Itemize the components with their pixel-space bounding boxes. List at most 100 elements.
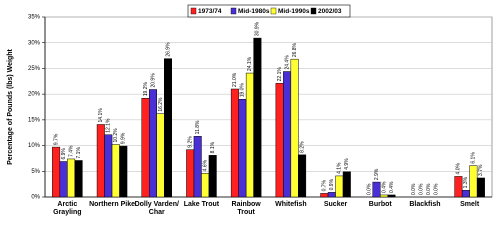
value-label: 4.0%	[456, 162, 462, 174]
bar	[111, 144, 120, 198]
legend-label: Mid-1980s	[238, 8, 270, 15]
legend-swatch	[190, 7, 197, 15]
value-label: 1.3%	[463, 176, 469, 188]
y-axis-label: Percentage of Pounds (lbs) Weight	[7, 48, 14, 164]
value-label: 19.2%	[143, 82, 149, 97]
value-label: 0.0%	[434, 183, 440, 195]
value-label: 8.1%	[210, 141, 216, 153]
bar	[290, 58, 299, 198]
bar	[238, 99, 247, 198]
y-tick-label: 30%	[28, 40, 41, 46]
value-label: 22.1%	[277, 67, 283, 82]
bar	[476, 177, 485, 198]
bar	[74, 160, 83, 198]
value-label: 6.9%	[61, 148, 67, 160]
y-tick-label: 0%	[31, 195, 40, 201]
bar	[156, 113, 165, 198]
value-label: 26.8%	[292, 42, 298, 57]
bar	[283, 71, 292, 198]
bar	[461, 190, 470, 198]
bar	[208, 155, 217, 198]
legend-box	[187, 4, 351, 18]
bar	[201, 173, 210, 198]
bar	[96, 124, 105, 198]
value-label: 4.9%	[344, 158, 350, 170]
legend-label: Mid-1990s	[278, 8, 310, 15]
bar	[253, 37, 262, 198]
value-label: 9.7%	[53, 133, 59, 145]
value-label: 2.9%	[374, 168, 380, 180]
x-tick-label: Sucker	[323, 201, 348, 208]
y-tick-label: 35%	[28, 15, 41, 21]
legend-label: 2002/03	[318, 8, 342, 15]
bar	[52, 146, 61, 198]
legend-swatch	[310, 7, 317, 15]
bar	[372, 181, 381, 198]
x-tick-label: Smelt	[460, 201, 480, 208]
value-label: 0.0%	[426, 183, 432, 195]
value-label: 0.0%	[419, 183, 425, 195]
y-tick-label: 15%	[28, 117, 41, 123]
value-label: 26.9%	[165, 42, 171, 57]
bar	[380, 194, 388, 198]
value-label: 10.2%	[113, 128, 119, 143]
x-tick-label: Lake Trout	[183, 201, 220, 208]
x-tick-label: Burbot	[368, 201, 392, 208]
bar	[275, 83, 284, 198]
value-label: 0.0%	[411, 183, 417, 195]
value-label: 24.4%	[284, 55, 290, 70]
value-label: 0.9%	[329, 178, 335, 190]
bar	[149, 89, 157, 198]
x-tick-label: Northern Pike	[89, 201, 135, 208]
bar	[298, 154, 307, 198]
value-label: 0.4%	[389, 181, 395, 193]
y-tick-label: 20%	[28, 92, 41, 98]
value-label: 7.4%	[68, 145, 74, 157]
value-label: 0.0%	[366, 183, 372, 195]
bar	[320, 193, 329, 198]
bar	[342, 171, 351, 198]
value-label: 11.8%	[195, 120, 201, 134]
bar	[454, 176, 463, 198]
x-tick-label: Blackfish	[409, 201, 441, 208]
value-label: 0.7%	[322, 179, 328, 191]
value-label: 12.1%	[106, 118, 112, 133]
x-tick-label: Dolly Varden/ Char	[134, 201, 179, 216]
legend-swatch	[230, 7, 237, 15]
value-label: 3.7%	[478, 164, 484, 176]
value-label: 4.1%	[337, 162, 343, 174]
bar	[245, 72, 254, 198]
bar	[186, 149, 195, 198]
bar	[59, 161, 68, 198]
bar	[327, 192, 336, 198]
bar	[230, 88, 239, 198]
bar	[335, 175, 344, 198]
bar	[193, 136, 202, 198]
value-label: 14.1%	[98, 108, 104, 123]
legend-swatch	[270, 7, 277, 15]
value-label: 19.0%	[240, 83, 246, 98]
value-label: 24.1%	[247, 56, 253, 71]
y-tick-label: 10%	[28, 143, 41, 149]
bar	[387, 194, 396, 198]
value-label: 8.2%	[299, 141, 305, 153]
value-label: 16.2%	[158, 97, 164, 112]
y-tick-label: 5%	[31, 169, 40, 175]
chart: Percentage of Pounds (lbs) Weight 0% 5% 10…	[7, 4, 493, 201]
x-tick-label: Arctic Grayling	[53, 201, 82, 216]
chart-container: Percentage of Pounds (lbs) Weight 0% 5% 10…	[7, 4, 493, 216]
bar	[141, 98, 150, 198]
legend-label: 1973/74	[198, 8, 222, 15]
x-tick-label: Rainbow Trout	[231, 201, 261, 216]
value-label: 0.4%	[381, 181, 387, 193]
bar	[164, 58, 172, 198]
value-label: 7.1%	[76, 147, 82, 159]
value-label: 9.9%	[121, 132, 127, 144]
x-tick-label: Whitefish	[275, 201, 307, 208]
value-label: 21.0%	[232, 72, 238, 87]
value-label: 4.6%	[203, 159, 209, 171]
value-label: 6.1%	[471, 152, 477, 164]
bar	[67, 158, 76, 198]
value-label: 20.9%	[150, 73, 156, 88]
value-label: 9.2%	[188, 136, 194, 148]
